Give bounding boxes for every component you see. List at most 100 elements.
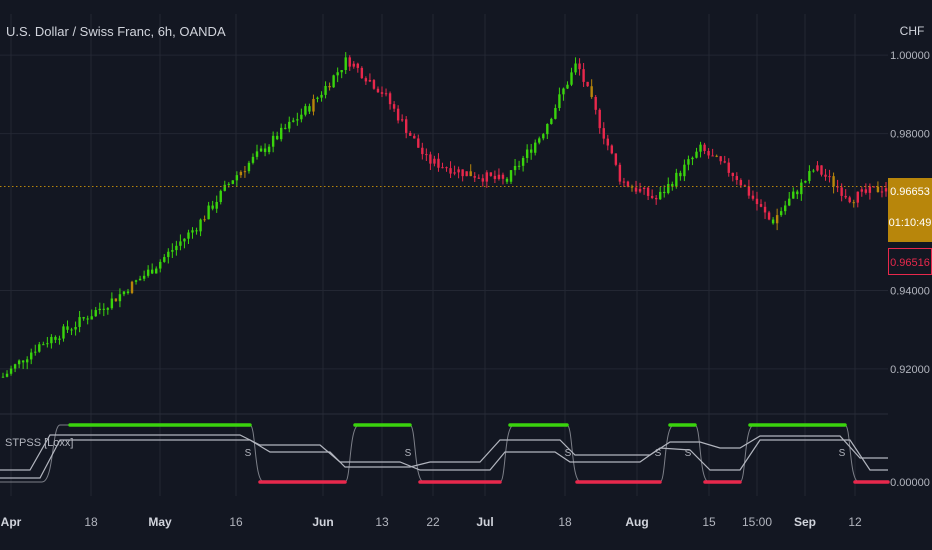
candle-body[interactable] <box>465 171 468 177</box>
last-price-tag[interactable]: 0.96653 01:10:49 <box>888 178 932 242</box>
candle-body[interactable] <box>763 206 767 213</box>
candle-body[interactable] <box>659 191 662 200</box>
candle-body[interactable] <box>171 250 174 252</box>
candle-body[interactable] <box>396 108 400 121</box>
candle-body[interactable] <box>259 148 263 152</box>
candle-body[interactable] <box>118 294 122 302</box>
candle-body[interactable] <box>356 63 360 68</box>
candle-body[interactable] <box>788 198 791 206</box>
candle-body[interactable] <box>163 257 166 262</box>
candle-body[interactable] <box>562 88 565 95</box>
candle-body[interactable] <box>122 291 126 295</box>
candle-body[interactable] <box>445 167 448 169</box>
candle-body[interactable] <box>767 212 771 220</box>
candle-body[interactable] <box>376 88 380 93</box>
candle-body[interactable] <box>824 174 827 177</box>
candle-body[interactable] <box>485 172 489 182</box>
candle-body[interactable] <box>529 149 533 153</box>
candle-body[interactable] <box>207 205 210 220</box>
candle-body[interactable] <box>138 278 142 281</box>
candle-body[interactable] <box>54 336 57 340</box>
candle-body[interactable] <box>175 245 178 251</box>
candle-body[interactable] <box>134 280 138 282</box>
candle-body[interactable] <box>263 148 267 153</box>
candle-body[interactable] <box>691 157 694 160</box>
candle-body[interactable] <box>42 344 45 346</box>
candle-body[interactable] <box>602 128 605 139</box>
candle-body[interactable] <box>852 202 855 204</box>
candle-body[interactable] <box>606 138 609 146</box>
candle-body[interactable] <box>239 171 243 176</box>
candle-body[interactable] <box>755 198 759 205</box>
candle-body[interactable] <box>517 165 521 167</box>
candle-body[interactable] <box>856 191 859 203</box>
candle-body[interactable] <box>288 121 291 129</box>
candle-body[interactable] <box>159 261 162 269</box>
candle-body[interactable] <box>231 180 235 184</box>
candle-body[interactable] <box>150 269 154 274</box>
candle-body[interactable] <box>739 180 743 186</box>
candle-body[interactable] <box>610 145 614 154</box>
candle-body[interactable] <box>400 119 404 121</box>
candle-body[interactable] <box>372 80 376 89</box>
candle-body[interactable] <box>808 171 811 181</box>
candle-body[interactable] <box>94 310 97 317</box>
time-axis[interactable]: Apr 18 May 16 Jun 13 22 Jul 18 Aug 15 15:00 Sep 12 <box>1 515 862 529</box>
candle-body[interactable] <box>340 70 343 73</box>
candle-body[interactable] <box>243 171 247 173</box>
candle-body[interactable] <box>368 80 372 82</box>
candle-body[interactable] <box>308 106 311 112</box>
candle-body[interactable] <box>582 69 585 82</box>
candle-body[interactable] <box>215 201 218 209</box>
candle-body[interactable] <box>78 317 81 327</box>
candle-body[interactable] <box>348 57 351 67</box>
candle-body[interactable] <box>667 184 670 194</box>
candle-body[interactable] <box>360 67 364 79</box>
candle-body[interactable] <box>457 169 460 173</box>
candle-body[interactable] <box>542 134 545 139</box>
candle-body[interactable] <box>675 172 678 187</box>
candle-body[interactable] <box>392 104 396 109</box>
candle-body[interactable] <box>126 291 130 293</box>
candle-body[interactable] <box>679 172 682 177</box>
candle-body[interactable] <box>695 151 698 158</box>
candle-body[interactable] <box>727 162 730 173</box>
candle-body[interactable] <box>320 94 323 98</box>
candle-body[interactable] <box>626 181 630 187</box>
candle-body[interactable] <box>267 146 271 153</box>
candle-body[interactable] <box>683 164 686 177</box>
candle-body[interactable] <box>199 219 202 232</box>
indicator-label[interactable]: STPSS [Loxx] <box>5 437 74 449</box>
candle-body[interactable] <box>521 157 525 166</box>
candle-body[interactable] <box>864 189 868 193</box>
candle-body[interactable] <box>324 85 327 95</box>
candle-body[interactable] <box>34 351 37 353</box>
candle-body[interactable] <box>364 78 368 82</box>
candle-body[interactable] <box>429 154 432 164</box>
candle-body[interactable] <box>316 97 319 99</box>
candle-body[interactable] <box>505 178 509 182</box>
candle-body[interactable] <box>50 336 53 344</box>
candle-body[interactable] <box>558 94 561 109</box>
candle-body[interactable] <box>538 138 541 143</box>
candle-body[interactable] <box>654 197 658 200</box>
candle-body[interactable] <box>723 161 726 163</box>
candle-body[interactable] <box>513 165 517 171</box>
candle-body[interactable] <box>223 184 226 191</box>
candle-body[interactable] <box>816 165 819 171</box>
candle-body[interactable] <box>388 93 392 105</box>
candle-body[interactable] <box>332 75 335 88</box>
candle-body[interactable] <box>481 178 485 182</box>
candle-body[interactable] <box>489 172 493 176</box>
candle-body[interactable] <box>792 191 795 199</box>
candle-body[interactable] <box>304 106 307 115</box>
indicator-panel[interactable]: 0.00000 S S S S S S <box>0 423 930 489</box>
candle-body[interactable] <box>312 98 315 112</box>
candle-body[interactable] <box>296 119 299 121</box>
candle-body[interactable] <box>574 63 577 73</box>
candle-body[interactable] <box>336 72 339 76</box>
candle-body[interactable] <box>183 238 186 242</box>
candle-body[interactable] <box>437 158 440 168</box>
candle-body[interactable] <box>473 176 476 178</box>
candle-body[interactable] <box>155 268 158 274</box>
